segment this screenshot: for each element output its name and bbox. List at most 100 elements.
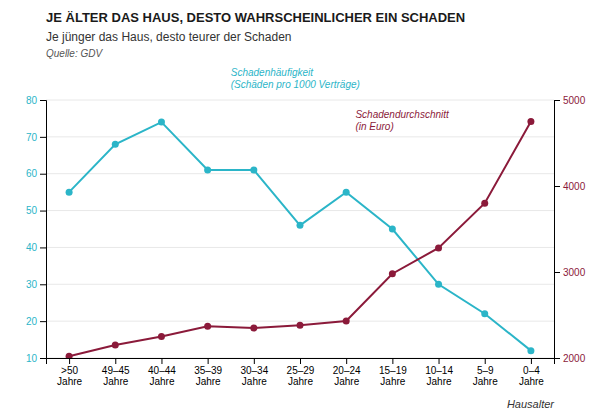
y2-tick: 3000 — [554, 267, 586, 278]
y-tick: 80 — [26, 95, 46, 106]
y-tick: 10 — [26, 353, 46, 364]
tick-mark — [300, 358, 301, 364]
plot: >50Jahre 49–45Jahre 40–44Jahre 35–39Jahre 30… — [26, 95, 586, 387]
x-tick-label: 10–14Jahre — [425, 365, 453, 387]
tick-mark — [40, 247, 46, 248]
x-tick: >50Jahre — [57, 358, 82, 387]
grid-line — [46, 173, 554, 174]
tick-mark — [69, 358, 70, 364]
x-tick: 20–24Jahre — [333, 358, 361, 387]
point — [112, 141, 119, 148]
grid-line — [46, 321, 554, 322]
tick-mark — [40, 321, 46, 322]
tick-mark — [40, 284, 46, 285]
point — [66, 353, 73, 358]
tick-mark — [40, 211, 46, 212]
y2-tick: 2000 — [554, 353, 586, 364]
x-tick-label: 25–29Jahre — [287, 365, 315, 387]
point — [343, 318, 350, 325]
tick-mark — [554, 186, 560, 187]
point — [389, 226, 396, 233]
tick-mark — [531, 358, 532, 364]
y2-tick-label: 5000 — [563, 95, 586, 106]
point — [435, 281, 442, 288]
subtitle: Je jünger das Haus, desto teurer der Sch… — [46, 30, 291, 44]
y2-tick-label: 2000 — [563, 353, 586, 364]
title: JE ÄLTER DAS HAUS, DESTO WAHRSCHEINLICHE… — [46, 10, 465, 25]
x-tick-label: 5–9Jahre — [473, 365, 498, 387]
tick-mark — [254, 358, 255, 364]
marks — [66, 118, 535, 358]
axis-line — [47, 359, 555, 365]
x-tick-label: >50Jahre — [57, 365, 82, 387]
tick-mark — [40, 358, 46, 359]
y2-axis: 2000 3000 4000 5000 — [554, 95, 586, 364]
point — [112, 342, 119, 349]
point — [158, 119, 165, 126]
series-label: Schadenhäufigkeit(Schäden pro 1000 Vertr… — [231, 67, 360, 90]
point — [389, 270, 396, 277]
x-tick: 10–14Jahre — [425, 358, 453, 387]
tick-mark — [485, 358, 486, 364]
x-tick: 35–39Jahre — [194, 358, 222, 387]
grid — [46, 100, 554, 358]
point — [158, 333, 165, 340]
series-line — [69, 122, 531, 357]
x-tick-label: 20–24Jahre — [333, 365, 361, 387]
y-tick-label: 80 — [26, 95, 38, 106]
tick-mark — [554, 100, 560, 101]
y-tick: 50 — [26, 205, 46, 216]
point — [527, 118, 534, 125]
x-tick: 5–9Jahre — [473, 358, 498, 387]
grid-line — [46, 284, 554, 285]
x-tick-label: 35–39Jahre — [194, 365, 222, 387]
point — [204, 167, 211, 174]
grid-line — [46, 100, 554, 101]
point — [250, 167, 257, 174]
y2-tick-label: 3000 — [563, 267, 586, 278]
y-tick-label: 20 — [26, 316, 38, 327]
x-axis: >50Jahre 49–45Jahre 40–44Jahre 35–39Jahre 30… — [47, 358, 555, 387]
y-tick-label: 50 — [26, 205, 38, 216]
axis-line — [40, 101, 47, 359]
tick-mark — [346, 358, 347, 364]
tick-mark — [40, 137, 46, 138]
grid-line — [46, 247, 554, 248]
x-tick: 25–29Jahre — [287, 358, 315, 387]
x-tick-label: 40–44Jahre — [148, 365, 176, 387]
tick-mark — [40, 100, 46, 101]
point — [527, 347, 534, 354]
point — [435, 244, 442, 251]
tick-mark — [115, 358, 116, 364]
y-tick: 30 — [26, 279, 46, 290]
x-tick-label: 0–4Jahre — [519, 365, 544, 387]
y-tick-label: 70 — [26, 132, 38, 143]
point — [204, 323, 211, 330]
x-tick: 15–19Jahre — [379, 358, 407, 387]
y-axis: 10 20 30 40 50 60 70 80 — [26, 95, 47, 364]
grid-line — [46, 136, 554, 137]
x-tick-label: 30–34Jahre — [240, 365, 268, 387]
point — [297, 222, 304, 229]
tick-mark — [392, 358, 393, 364]
point — [481, 310, 488, 317]
point — [297, 322, 304, 329]
point — [343, 189, 350, 196]
point — [250, 324, 257, 331]
x-tick: 40–44Jahre — [148, 358, 176, 387]
tick-mark — [554, 272, 560, 273]
tick-mark — [439, 358, 440, 364]
chart: JE ÄLTER DAS HAUS, DESTO WAHRSCHEINLICHE… — [0, 0, 606, 416]
tick-mark — [554, 358, 560, 359]
y2-tick: 4000 — [554, 181, 586, 192]
y-tick-label: 10 — [26, 353, 38, 364]
x-tick-label: 15–19Jahre — [379, 365, 407, 387]
x-tick-label: 49–45Jahre — [102, 365, 130, 387]
y-tick: 60 — [26, 168, 46, 179]
x-axis-label: Hausalter — [507, 398, 555, 410]
y-tick: 20 — [26, 316, 46, 327]
y-tick-label: 30 — [26, 279, 38, 290]
y-tick-label: 40 — [26, 242, 38, 253]
y-tick-label: 60 — [26, 168, 38, 179]
y-tick: 70 — [26, 132, 46, 143]
